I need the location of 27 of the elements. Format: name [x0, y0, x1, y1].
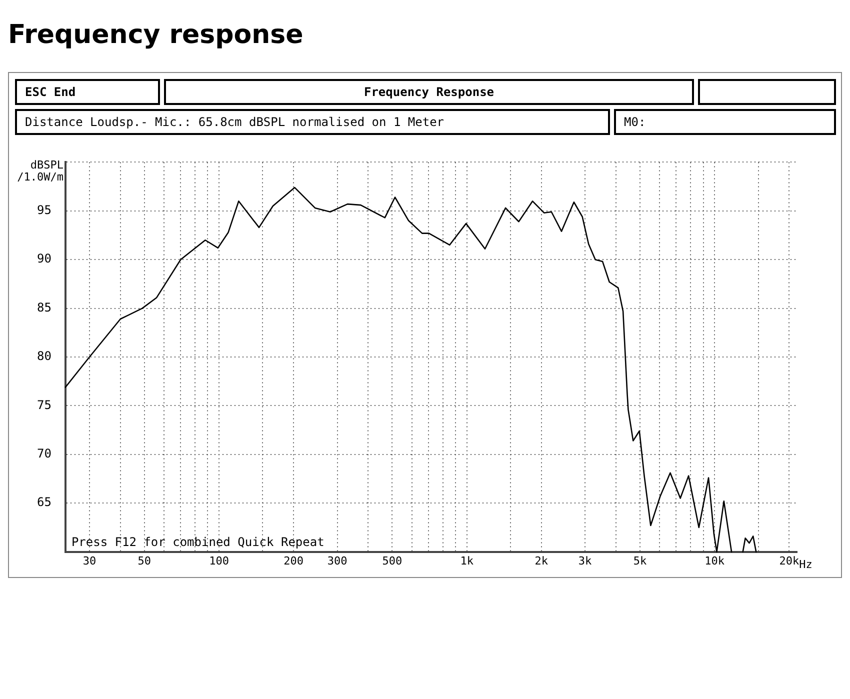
text: M0:: [614, 109, 836, 135]
x-tick-label: 30: [82, 554, 96, 568]
y-tick-label: 65: [36, 495, 52, 510]
y-axis-title: dBSPL /1.0W/m: [17, 158, 64, 184]
text: ESC End: [15, 79, 160, 105]
x-tick-label: 50: [138, 554, 152, 568]
x-tick-label: 1k: [460, 554, 474, 568]
y-tick-label: 90: [36, 252, 52, 266]
text: Distance Loudsp.- Mic.: 65.8cm dBSPL normalised on 1 Meter: [15, 109, 610, 135]
y-tick-label: 80: [36, 349, 52, 364]
x-tick-label: 20k: [779, 554, 800, 568]
x-tick-label: 10k: [704, 554, 725, 568]
x-tick-label: 100: [209, 554, 229, 568]
x-tick-label: 2k: [534, 554, 548, 568]
x-tick-label: 5k: [633, 554, 648, 568]
annotation: Press F12 for combined Quick Repeat: [71, 534, 324, 549]
x-tick-label: 3k: [578, 554, 592, 568]
y-tick-label: 70: [36, 446, 52, 461]
y-tick-label: 95: [36, 203, 52, 218]
y-tick-label: 85: [36, 300, 52, 314]
chart-subtitle: Frequency Response: [164, 79, 694, 105]
y-tick-label: 75: [36, 398, 52, 412]
x-tick-label: 500: [382, 554, 402, 568]
chart-title: Frequency response: [8, 20, 304, 50]
x-tick-label: 200: [284, 554, 304, 568]
x-tick-label: 300: [327, 554, 348, 568]
x-axis-title: Hz: [799, 558, 812, 572]
